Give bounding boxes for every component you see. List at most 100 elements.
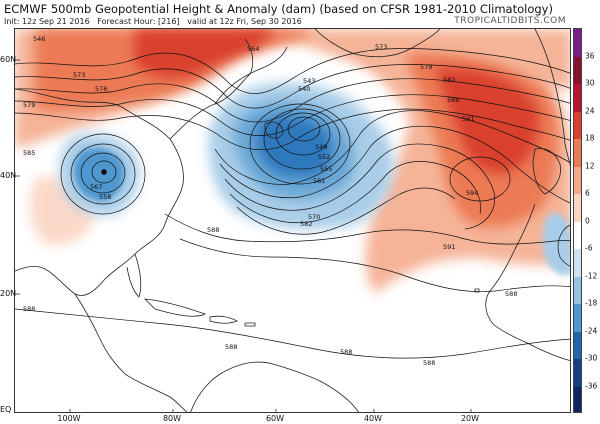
florida [126, 253, 142, 298]
contour-label: 579 [23, 101, 35, 109]
contour-line-588-south [15, 308, 570, 359]
height-contours [15, 48, 570, 359]
contour-label: 585 [23, 149, 35, 157]
lat-label-20n: 20N [0, 289, 17, 298]
colorbar-tick-label: 36 [585, 51, 595, 60]
contour-line [229, 161, 481, 224]
cutoff-closed-contour [80, 152, 126, 194]
contour-line [224, 143, 495, 230]
trough-closed-contour [263, 108, 341, 170]
contour-label: 549 [315, 143, 327, 151]
contour-label: 582 [443, 76, 455, 84]
lat-label-60n: 60N [0, 55, 17, 64]
colorbar-segment [574, 304, 581, 332]
contour-label: 591 [443, 243, 455, 251]
negative-anomaly-cutoff-core [73, 147, 125, 202]
contour-label: 561 [313, 177, 325, 185]
contour-line [15, 48, 570, 94]
colorbar-tick-label: -36 [585, 381, 598, 390]
cutoff-center [101, 169, 107, 175]
contour-label: 588 [23, 305, 35, 313]
lon-label-80w: 80W [162, 414, 182, 423]
colorbar-segment [574, 359, 581, 387]
valid-time: valid at 12z Fri, Sep 30 2016 [187, 17, 302, 26]
cutoff-closed-contour [91, 160, 117, 184]
contour-label: 555 [320, 165, 332, 173]
colorbar-segment [574, 84, 581, 112]
lat-label-eq: EQ [0, 405, 12, 414]
contour-line [15, 108, 570, 150]
anomaly-shading [15, 29, 570, 294]
contour-labels: 546 564 573 576 579 585 567 558 561 570 … [23, 35, 517, 367]
map-subtitle: Init: 12z Sep 21 2016 Forecast Hour: [21… [4, 17, 302, 26]
lon-label-100w: 100W [57, 414, 81, 423]
contour-label: 588 [207, 226, 219, 234]
trough-closed-contour [275, 112, 331, 156]
contour-line [164, 213, 570, 245]
colorbar-segment [574, 386, 581, 412]
colorbar-segment [574, 56, 581, 85]
map-title: ECMWF 500mb Geopotential Height & Anomal… [4, 2, 553, 16]
trough-closed-contour [287, 116, 321, 142]
contour-label: 594 [466, 189, 478, 197]
grid-ticks [15, 59, 472, 412]
contour-label: 546 [33, 35, 45, 43]
contour-label: 543 [303, 77, 315, 85]
forecast-hour: Forecast Hour: [216] [97, 17, 180, 26]
newfoundland [264, 121, 284, 139]
contour-line [219, 125, 570, 204]
positive-anomaly-north-peak [135, 29, 275, 79]
colorbar-segment [574, 29, 581, 57]
lat-label-40n: 40N [0, 171, 17, 180]
contour-label: 582 [300, 220, 312, 228]
colorbar-tick-label: 0 [585, 216, 590, 225]
cutoff-closed-contour [70, 143, 136, 205]
colorbar-segment [574, 331, 581, 360]
lon-label-60w: 60W [265, 414, 285, 423]
contour-label: 588 [340, 348, 352, 356]
contour-label: 588 [225, 343, 237, 351]
colorbar-segment [574, 276, 581, 305]
contour-label: 588 [505, 290, 517, 298]
canada-east [169, 38, 254, 140]
contour-label: 552 [318, 153, 330, 161]
ridge-closed-contour [449, 156, 511, 202]
contour-line-588 [179, 238, 570, 292]
contour-line [15, 94, 570, 136]
contour-line [214, 110, 570, 185]
trough-closed-contour [249, 103, 351, 185]
colorbar-segment [574, 221, 581, 250]
contour-label: 588 [447, 96, 459, 104]
colorbar [573, 28, 582, 413]
contour-label: 588 [423, 359, 435, 367]
colorbar-tick-label: 6 [585, 188, 590, 198]
map-svg: 546 564 573 576 579 585 567 558 561 570 … [15, 29, 570, 412]
colorbar-tick-label: 24 [585, 106, 595, 115]
colorbar-segment [574, 111, 581, 140]
colorbar-segment [574, 166, 581, 195]
north-america-coast [15, 88, 184, 296]
colorbar-segment [574, 194, 581, 222]
colorbar-tick-label: -24 [585, 326, 598, 335]
gulf-coast [74, 293, 126, 375]
south-america-coast [190, 361, 360, 412]
colorbar-tick-label: -30 [585, 353, 598, 363]
map-panel: 546 564 573 576 579 585 567 558 561 570 … [14, 28, 571, 413]
colorbar-segment [574, 139, 581, 167]
contour-label: 567 [90, 183, 102, 191]
init-time: Init: 12z Sep 21 2016 [4, 17, 90, 26]
contour-line [557, 224, 570, 267]
iberia [532, 148, 562, 195]
cuba [143, 298, 207, 317]
contour-label: 570 [308, 213, 320, 221]
contour-label: 573 [375, 43, 387, 51]
puerto-rico [244, 322, 256, 327]
contour-label: 540 [298, 85, 310, 93]
colorbar-segment [574, 249, 581, 277]
colorbar-tick-label: 12 [585, 161, 595, 170]
contour-label: 564 [247, 45, 259, 53]
colorbar-tick-label: -12 [585, 271, 598, 280]
contour-label: 558 [99, 193, 111, 201]
contour-line [236, 187, 456, 235]
negative-anomaly-west-africa [542, 213, 570, 276]
